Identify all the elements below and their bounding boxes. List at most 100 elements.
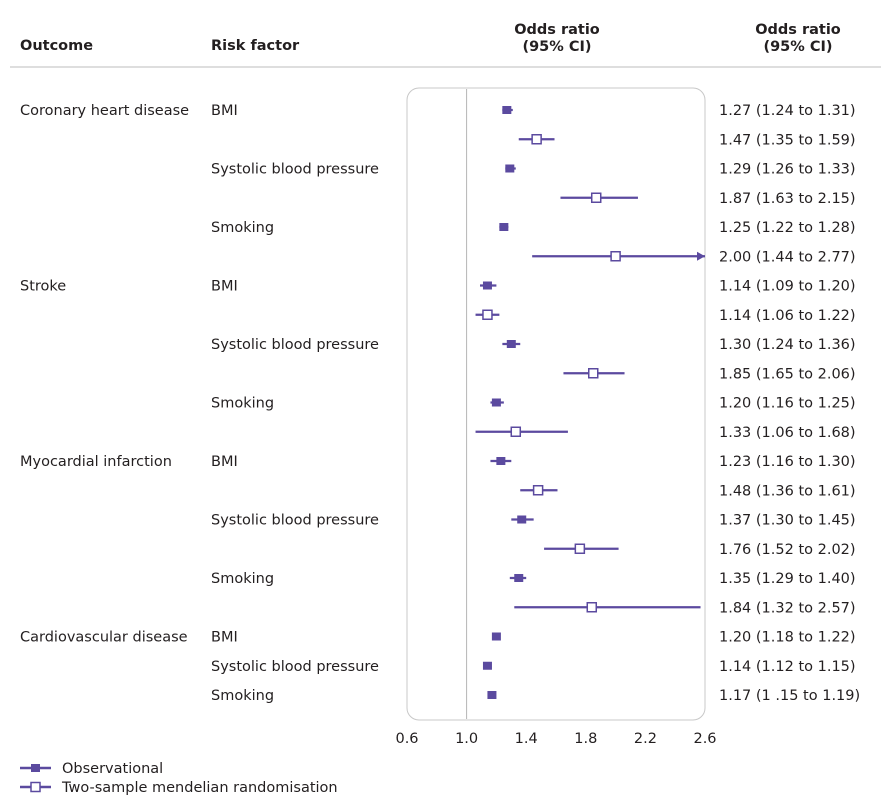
odds-ratio-ci-text: 1.37 (1.30 to 1.45) [719, 513, 856, 529]
odds-ratio-ci-text: 1.14 (1.12 to 1.15) [719, 659, 856, 675]
odds-ratio-ci-text: 1.17 (1 .15 to 1.19) [719, 688, 860, 704]
rows-layer: Coronary heart disease BMI 1.27 (1.24 to 1… [20, 103, 860, 704]
outcome-label: Coronary heart disease [20, 103, 189, 119]
risk-factor-label: Smoking [211, 571, 274, 587]
odds-ratio-ci-text: 1.23 (1.16 to 1.30) [719, 454, 856, 470]
odds-ratio-ci-text: 2.00 (1.44 to 2.77) [719, 249, 856, 265]
point-observational [506, 340, 516, 348]
forest-row: Cardiovascular disease BMI 1.20 (1.18 to 1… [20, 630, 856, 646]
header-risk-factor: Risk factor [211, 38, 300, 54]
point-mendelian [482, 309, 493, 320]
odds-ratio-ci-text: 1.14 (1.09 to 1.20) [719, 279, 856, 295]
odds-ratio-ci-text: 1.76 (1.52 to 2.02) [719, 542, 856, 558]
point-observational [482, 661, 492, 670]
odds-ratio-ci-text: 1.47 (1.35 to 1.59) [719, 132, 856, 148]
x-tick-label: 1.8 [574, 731, 597, 747]
legend-mendelian-marker [30, 781, 41, 793]
point-mendelian [574, 543, 586, 554]
risk-factor-label: Smoking [211, 396, 274, 412]
forest-row: Myocardial infarction BMI 1.23 (1.16 to 1.… [20, 454, 856, 470]
risk-factor-label: BMI [211, 279, 238, 295]
forest-row: Systolic blood pressure 1.29 (1.26 to 1.3… [211, 162, 856, 178]
header-or-plot-line1: Odds ratio [514, 22, 600, 38]
risk-factor-label: BMI [211, 630, 238, 646]
x-tick-label: 2.2 [634, 731, 657, 747]
point-observational [491, 632, 501, 641]
forest-row: 1.47 (1.35 to 1.59) [518, 132, 856, 148]
header-or-text-line2: (95% CI) [763, 39, 832, 55]
risk-factor-label: BMI [211, 454, 238, 470]
forest-row: 1.14 (1.06 to 1.22) [475, 308, 856, 324]
forest-row: Systolic blood pressure 1.30 (1.24 to 1.3… [211, 337, 856, 353]
risk-factor-label: Systolic blood pressure [211, 659, 379, 675]
odds-ratio-ci-text: 1.48 (1.36 to 1.61) [719, 483, 856, 499]
risk-factor-label: Smoking [211, 220, 274, 236]
odds-ratio-ci-text: 1.35 (1.29 to 1.40) [719, 571, 856, 587]
odds-ratio-ci-text: 1.87 (1.63 to 2.15) [719, 191, 856, 207]
legend-observational-label: Observational [62, 761, 163, 777]
point-observational [517, 515, 527, 524]
forest-row: 1.33 (1.06 to 1.68) [475, 425, 856, 441]
x-tick-label: 1.0 [455, 731, 478, 747]
odds-ratio-ci-text: 1.84 (1.32 to 2.57) [719, 600, 856, 616]
risk-factor-label: Systolic blood pressure [211, 337, 379, 353]
odds-ratio-ci-text: 1.85 (1.65 to 2.06) [719, 366, 856, 382]
risk-factor-label: BMI [211, 103, 238, 119]
point-mendelian [590, 192, 602, 203]
forest-row: 1.85 (1.65 to 2.06) [563, 366, 856, 382]
forest-row: 2.00 (1.44 to 2.77) [532, 249, 856, 265]
point-observational [499, 223, 509, 231]
odds-ratio-ci-text: 1.27 (1.24 to 1.31) [719, 103, 856, 119]
legend: Observational Two-sample mendelian rando… [20, 761, 338, 796]
header-or-text-line1: Odds ratio [755, 22, 841, 38]
outcome-label: Myocardial infarction [20, 454, 172, 470]
point-observational [496, 457, 506, 465]
table-header: Outcome Risk factor Odds ratio (95% CI) … [20, 22, 841, 55]
point-observational [505, 164, 515, 173]
point-mendelian [586, 602, 598, 613]
forest-row: Stroke BMI 1.14 (1.09 to 1.20) [20, 279, 856, 295]
odds-ratio-ci-text: 1.20 (1.18 to 1.22) [719, 630, 856, 646]
outcome-label: Cardiovascular disease [20, 630, 188, 646]
plot-frame [406, 87, 706, 721]
forest-row: Smoking 1.35 (1.29 to 1.40) [211, 571, 856, 587]
point-mendelian [532, 485, 544, 496]
point-mendelian [610, 251, 621, 262]
ci-arrow [697, 251, 705, 261]
forest-row: 1.48 (1.36 to 1.61) [520, 483, 856, 499]
forest-row: Smoking 1.25 (1.22 to 1.28) [211, 220, 856, 236]
odds-ratio-ci-text: 1.25 (1.22 to 1.28) [719, 220, 856, 236]
forest-row: Systolic blood pressure 1.37 (1.30 to 1.4… [211, 513, 856, 529]
odds-ratio-ci-text: 1.29 (1.26 to 1.33) [719, 162, 856, 178]
outcome-label: Stroke [20, 279, 66, 295]
legend-mendelian-label: Two-sample mendelian randomisation [61, 780, 338, 796]
odds-ratio-ci-text: 1.33 (1.06 to 1.68) [719, 425, 856, 441]
x-tick-label: 1.4 [515, 731, 538, 747]
odds-ratio-ci-text: 1.30 (1.24 to 1.36) [719, 337, 856, 353]
legend-item-mendelian: Two-sample mendelian randomisation [20, 780, 338, 796]
point-mendelian [510, 426, 522, 437]
x-tick-label: 2.6 [693, 731, 716, 747]
forest-row: 1.76 (1.52 to 2.02) [544, 542, 856, 558]
point-observational [487, 691, 497, 699]
point-mendelian [588, 368, 599, 379]
point-observational [482, 281, 492, 290]
point-observational [491, 398, 501, 407]
header-or-plot-line2: (95% CI) [522, 39, 591, 55]
forest-row: 1.87 (1.63 to 2.15) [560, 191, 856, 207]
point-observational [502, 106, 512, 114]
legend-observational-marker [31, 764, 40, 772]
odds-ratio-ci-text: 1.20 (1.16 to 1.25) [719, 396, 856, 412]
point-mendelian [531, 134, 542, 145]
forest-row: Systolic blood pressure 1.14 (1.12 to 1.1… [211, 659, 856, 675]
x-tick-label: 0.6 [395, 731, 418, 747]
legend-item-observational: Observational [20, 761, 163, 777]
header-outcome: Outcome [20, 38, 93, 54]
forest-row: Smoking 1.17 (1 .15 to 1.19) [211, 688, 860, 704]
risk-factor-label: Systolic blood pressure [211, 513, 379, 529]
forest-row: Smoking 1.20 (1.16 to 1.25) [211, 396, 856, 412]
x-axis-ticks: 0.6 1.0 1.4 1.8 2.2 2.6 [395, 731, 716, 747]
odds-ratio-ci-text: 1.14 (1.06 to 1.22) [719, 308, 856, 324]
risk-factor-label: Systolic blood pressure [211, 162, 379, 178]
